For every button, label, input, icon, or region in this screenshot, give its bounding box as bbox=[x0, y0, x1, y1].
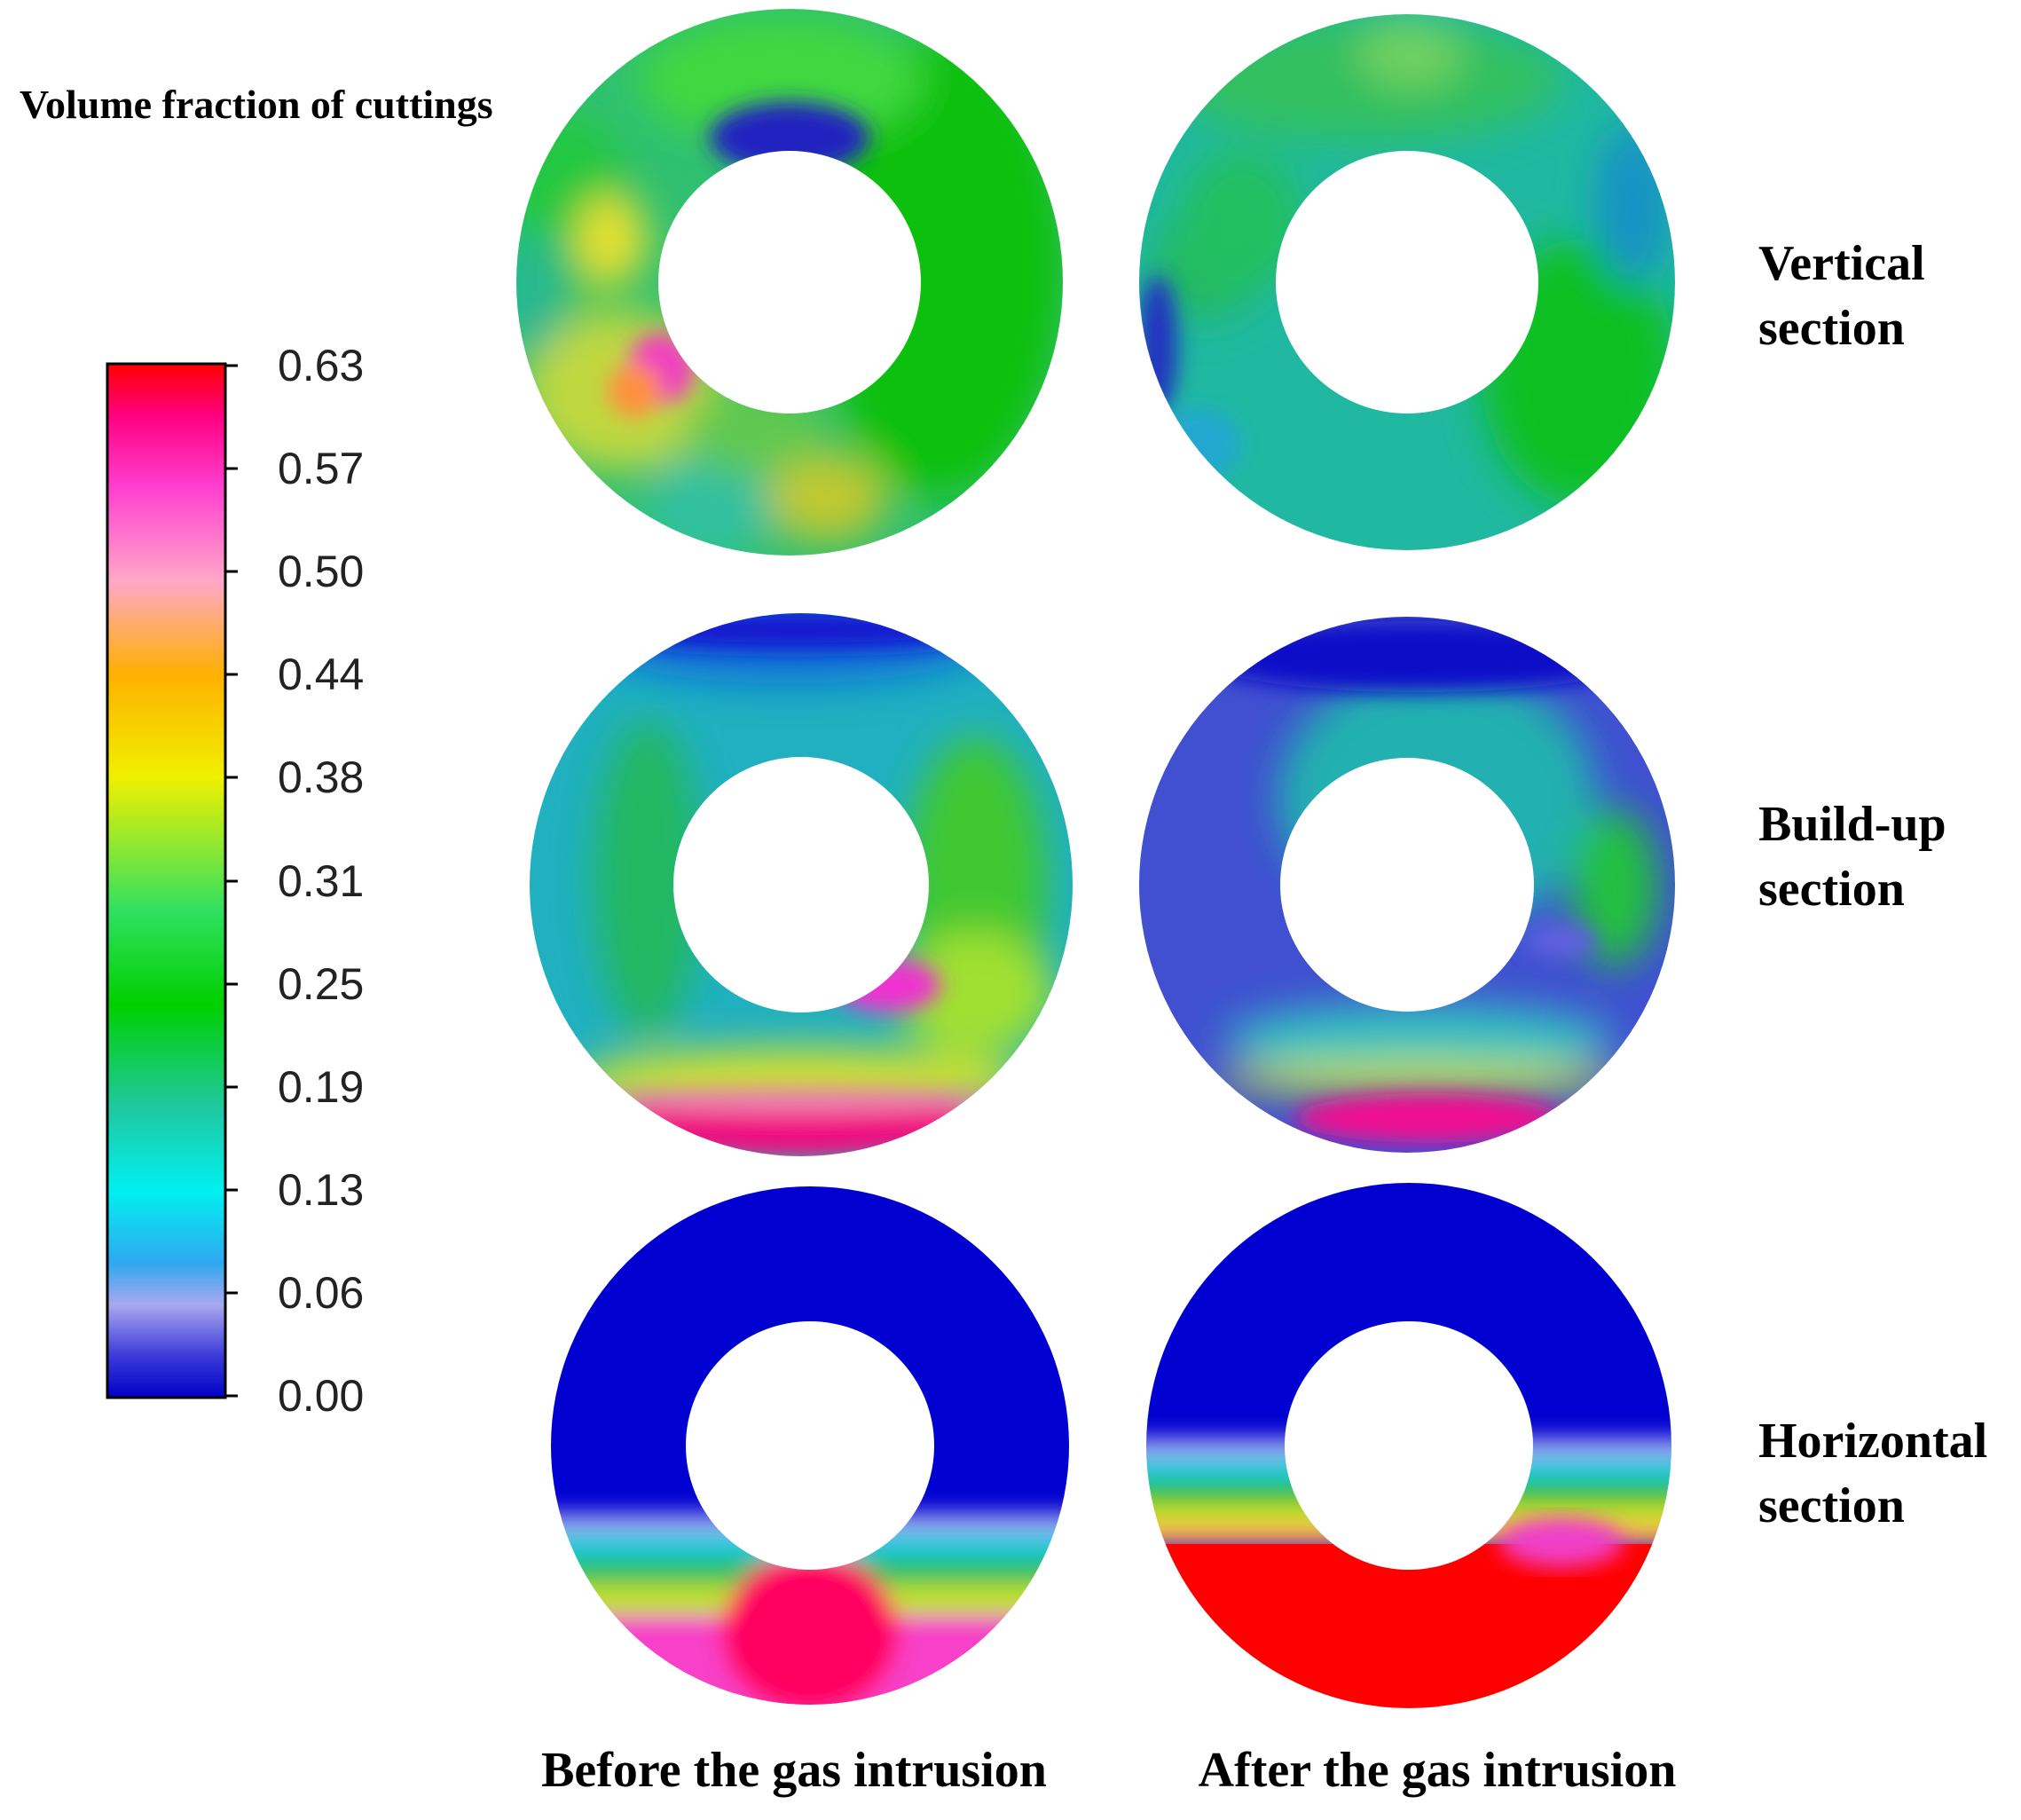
row-label-line2: section bbox=[1758, 301, 1905, 356]
column-label-before: Before the gas intrusion bbox=[541, 1743, 1047, 1798]
contour-horizontal-before bbox=[532, 1183, 1091, 1722]
colorbar-tick-label: 0.38 bbox=[278, 752, 364, 802]
row-label-line1: Vertical bbox=[1758, 236, 1925, 291]
contour-horizontal-after bbox=[1127, 1179, 1695, 1722]
colorbar-ticks bbox=[225, 364, 238, 1398]
colorbar-tick-labels: 0.63 0.57 0.50 0.44 0.38 0.31 0.25 0.19 … bbox=[278, 341, 364, 1421]
colorbar-tick-label: 0.13 bbox=[278, 1165, 364, 1215]
colorbar-tick-label: 0.50 bbox=[278, 547, 364, 596]
colorbar-tick-label: 0.57 bbox=[278, 444, 364, 493]
colorbar-tick-label: 0.19 bbox=[278, 1062, 364, 1112]
colorbar-tick-label: 0.00 bbox=[278, 1371, 364, 1421]
contour-vertical-after bbox=[1136, 11, 1679, 554]
colorbar: 0.63 0.57 0.50 0.44 0.38 0.31 0.25 0.19 … bbox=[106, 341, 364, 1421]
contour-buildup-after bbox=[1136, 613, 1679, 1156]
row-label-vertical: Vertical section bbox=[1758, 236, 1925, 356]
colorbar-gradient bbox=[106, 362, 227, 1399]
column-label-after: After the gas intrusion bbox=[1199, 1743, 1677, 1798]
row-label-buildup: Build-up section bbox=[1758, 797, 1946, 917]
row-label-horizontal: Horizontal section bbox=[1758, 1414, 1987, 1533]
figure-title: Volume fraction of cuttings bbox=[20, 82, 493, 127]
row-label-line2: section bbox=[1758, 862, 1905, 917]
row-label-line2: section bbox=[1758, 1478, 1905, 1533]
contour-buildup-before bbox=[526, 595, 1076, 1160]
contour-vertical-before bbox=[497, 5, 1066, 559]
colorbar-tick-label: 0.06 bbox=[278, 1268, 364, 1318]
colorbar-tick-label: 0.31 bbox=[278, 856, 364, 906]
row-label-line1: Build-up bbox=[1758, 797, 1946, 852]
row-label-line1: Horizontal bbox=[1758, 1414, 1987, 1469]
colorbar-tick-label: 0.44 bbox=[278, 650, 364, 699]
colorbar-tick-label: 0.25 bbox=[278, 959, 364, 1009]
colorbar-tick-label: 0.63 bbox=[278, 341, 364, 390]
